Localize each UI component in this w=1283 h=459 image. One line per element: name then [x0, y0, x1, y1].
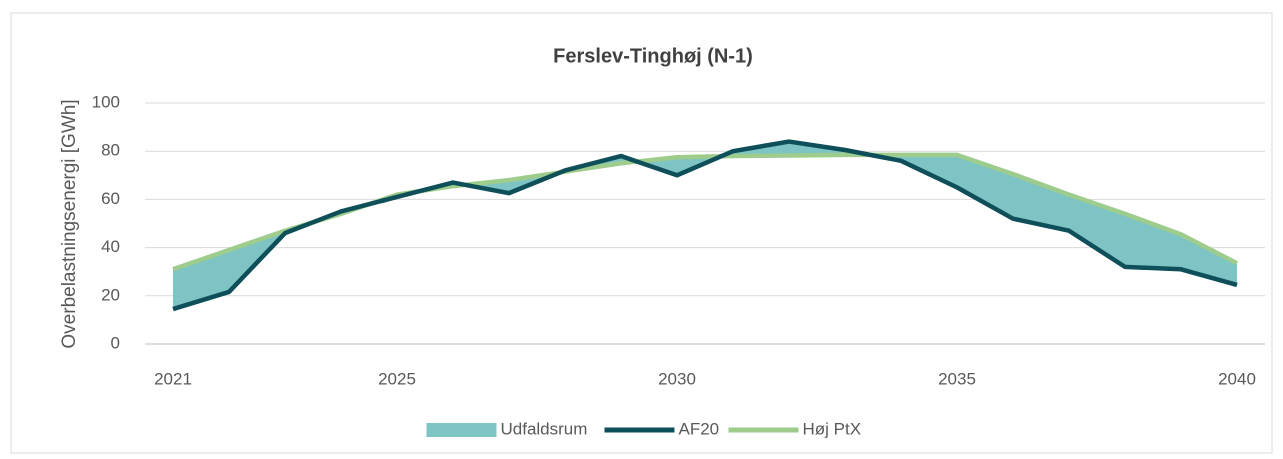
y-tick-label: 40 — [101, 237, 120, 256]
x-tick-label: 2025 — [378, 369, 416, 388]
y-tick-label: 20 — [101, 285, 120, 304]
series-line — [172, 139, 1238, 312]
legend-label: AF20 — [679, 419, 720, 438]
legend-label: Udfaldsrum — [501, 419, 588, 438]
x-tick-label: 2035 — [938, 369, 976, 388]
band-area — [173, 141, 1237, 310]
y-tick-label: 60 — [101, 189, 120, 208]
legend-swatch — [426, 423, 497, 437]
x-tick-label: 2030 — [658, 369, 696, 388]
x-tick-label: 2021 — [154, 369, 192, 388]
y-tick-label: 80 — [101, 141, 120, 160]
chart-border — [10, 12, 1273, 454]
chart-title: Ferslev-Tinghøj (N-1) — [553, 45, 753, 67]
y-axis-label: Overbelastningsenergi [GWh] — [59, 99, 80, 348]
y-tick-label: 100 — [92, 92, 120, 111]
legend-label: Høj PtX — [803, 419, 862, 438]
y-tick-label: 0 — [111, 333, 120, 352]
x-tick-label: 2040 — [1218, 369, 1256, 388]
